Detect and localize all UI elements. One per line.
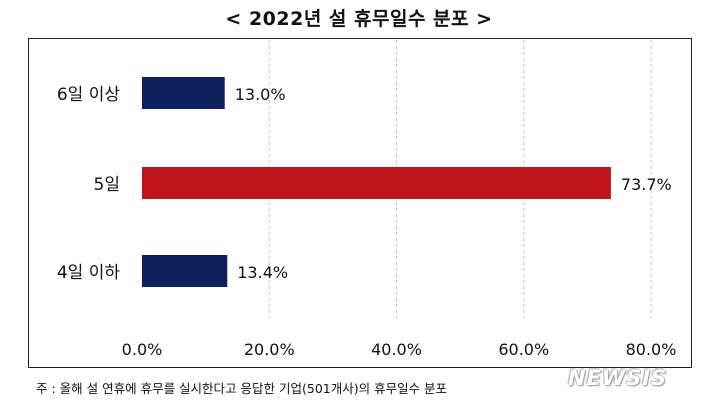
newsis-watermark: NEWSIS <box>568 366 668 390</box>
data-label: 13.4% <box>237 263 288 282</box>
bar <box>142 167 611 199</box>
data-label: 13.0% <box>235 85 286 104</box>
x-tick-label: 80.0% <box>626 340 677 359</box>
footnote: 주 : 올해 설 연휴에 휴무를 실시한다고 응답한 기업(501개사)의 휴무… <box>36 381 448 396</box>
category-label: 5일 <box>94 175 120 195</box>
chart-frame <box>28 38 692 368</box>
category-label: 6일 이상 <box>57 85 120 105</box>
x-tick-label: 20.0% <box>244 340 295 359</box>
x-tick-label: 40.0% <box>371 340 422 359</box>
chart-title: < 2022년 설 휴무일수 분포 > <box>225 8 493 30</box>
bar <box>142 77 225 109</box>
bar <box>142 255 228 287</box>
category-label: 4일 이하 <box>57 263 120 283</box>
data-label: 73.7% <box>621 175 672 194</box>
x-tick-label: 60.0% <box>498 340 549 359</box>
x-tick-label: 0.0% <box>122 340 163 359</box>
